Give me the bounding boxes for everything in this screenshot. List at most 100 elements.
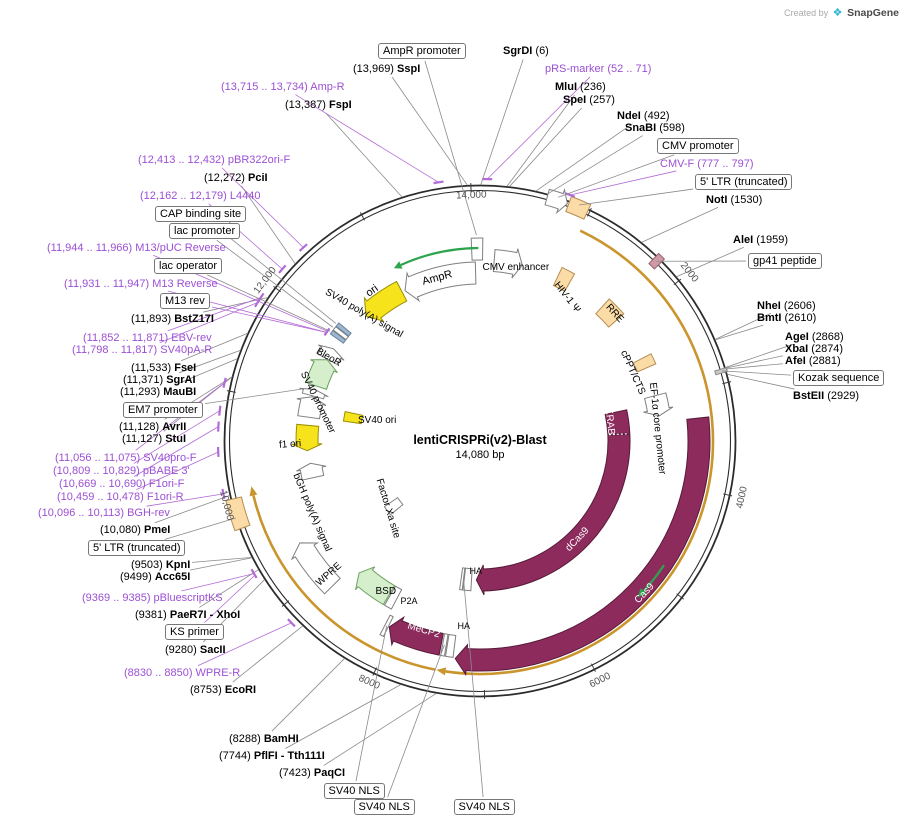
- primer-label-11-056-11-075-sv40pro-f[interactable]: (11,056 .. 11,075) SV40pro-F: [55, 451, 197, 464]
- primer-label-13-715-13-734-amp-r[interactable]: (13,715 .. 13,734) Amp-R: [221, 80, 345, 93]
- primer-annotation-11-931-11-947-m13-reverse[interactable]: [323, 328, 330, 336]
- feature-label-m13-rev[interactable]: M13 rev: [160, 293, 210, 309]
- primer-annotation-11-056-11-075-sv40pro-f[interactable]: [222, 377, 227, 388]
- primer-annotation-10-096-10-113-bgh-rev[interactable]: [221, 488, 226, 500]
- feature-label-lac-promoter[interactable]: lac promoter: [169, 223, 241, 239]
- primer-annotation-12-413-12-432-pbr322ori-f[interactable]: [298, 243, 308, 252]
- sv40-poly-a-signal[interactable]: [317, 344, 345, 366]
- site-label-spei[interactable]: SpeI (257): [563, 93, 615, 106]
- feature-label-sv40-nls[interactable]: SV40 NLS: [353, 799, 415, 815]
- site-label-nhei[interactable]: NheI (2606): [757, 299, 816, 312]
- lac-promoter[interactable]: [332, 326, 350, 341]
- sv40-nls-inner[interactable]: [459, 567, 466, 591]
- feature-name-f1-ori[interactable]: f1 ori: [278, 437, 302, 451]
- cppt-cts[interactable]: [632, 353, 657, 373]
- primer-label-8830-8850-wpre-r[interactable]: (8830 .. 8850) WPRE-R: [124, 666, 241, 679]
- site-label-noti[interactable]: NotI (1530): [706, 193, 763, 206]
- ha-tag-inner[interactable]: [462, 567, 473, 592]
- site-label-mlui[interactable]: MluI (236): [555, 80, 606, 93]
- site-label-pcii[interactable]: (12,272) PciI: [204, 171, 268, 184]
- feature-label-ampr-promoter[interactable]: AmpR promoter: [378, 43, 466, 59]
- primer-label-9369-9385-pbluescriptks[interactable]: (9369 .. 9385) pBluescriptKS: [82, 591, 223, 604]
- site-label-ndei[interactable]: NdeI (492): [617, 109, 670, 122]
- rre[interactable]: [595, 298, 625, 328]
- p2a[interactable]: [383, 585, 403, 610]
- primer-label-11-931-11-947-m13-reverse[interactable]: (11,931 .. 11,947) M13 Reverse: [64, 277, 218, 290]
- dcas9[interactable]: [475, 433, 631, 596]
- plasmid-backbone-outer[interactable]: [223, 184, 737, 698]
- site-label-sacii[interactable]: (9280) SacII: [165, 643, 226, 656]
- feature-label-cmv-promoter[interactable]: CMV promoter: [657, 138, 739, 154]
- krab[interactable]: [604, 409, 631, 435]
- ha-tag-outer[interactable]: [444, 633, 457, 658]
- bgh-poly-a-signal[interactable]: [296, 462, 327, 481]
- site-label-agei[interactable]: AgeI (2868): [785, 330, 844, 343]
- 5-ltr-truncated-left[interactable]: [225, 496, 251, 532]
- primer-annotation-11-798-11-817-sv40pa-r[interactable]: [254, 297, 262, 308]
- primer-label-10-809-10-829-pbabe-3[interactable]: (10,809 .. 10,829) pBABE 3': [53, 464, 190, 477]
- primer-annotation-9369-9385-pbluescriptks[interactable]: [250, 568, 258, 579]
- site-label-fspi[interactable]: (13,387) FspI: [285, 98, 352, 111]
- viral-transcript-arc-1[interactable]: [445, 229, 715, 676]
- primer-label-11-798-11-817-sv40pa-r[interactable]: (11,798 .. 11,817) SV40pA-R: [72, 343, 213, 356]
- feature-name-ha[interactable]: HA: [469, 566, 483, 576]
- feature-label-em7-promoter[interactable]: EM7 promoter: [123, 402, 203, 418]
- ampr[interactable]: [404, 261, 477, 303]
- site-label-bamhi[interactable]: (8288) BamHI: [229, 732, 299, 745]
- feature-name-cmv-enhancer[interactable]: CMV enhancer: [482, 261, 550, 273]
- feature-name-bsd[interactable]: BSD: [375, 585, 397, 597]
- mecp2[interactable]: [388, 615, 444, 656]
- bleor[interactable]: [304, 359, 338, 390]
- site-label-pflfi-tth111i[interactable]: (7744) PflFI - Tth111I: [219, 749, 325, 762]
- site-label-paer7i-xhoi[interactable]: (9381) PaeR7I - XhoI: [135, 608, 241, 621]
- feature-label-kozak-sequence[interactable]: Kozak sequence: [793, 370, 885, 386]
- site-label-paqci[interactable]: (7423) PaqCI: [279, 766, 346, 779]
- hiv-1-psi[interactable]: [552, 266, 576, 292]
- site-label-xbai[interactable]: XbaI (2874): [785, 342, 844, 355]
- primer-label-12-413-12-432-pbr322ori-f[interactable]: (12,413 .. 12,432) pBR322ori-F: [138, 153, 291, 166]
- site-label-acc65i[interactable]: (9499) Acc65I: [120, 570, 191, 583]
- site-label-afei[interactable]: AfeI (2881): [785, 354, 841, 367]
- lac-operator[interactable]: [329, 329, 347, 344]
- primer-label-10-669-10-690-f1ori-f[interactable]: (10,669 .. 10,690) F1ori-F: [59, 477, 185, 490]
- site-label-avrii[interactable]: (11,128) AvrII: [119, 420, 187, 433]
- feature-label-sv40-nls[interactable]: SV40 NLS: [453, 799, 515, 815]
- primer-annotation-13-715-13-734-amp-r[interactable]: [433, 180, 444, 185]
- cap-binding-site[interactable]: [335, 322, 352, 337]
- bsd[interactable]: [355, 566, 396, 606]
- site-label-kpni[interactable]: (9503) KpnI: [131, 558, 191, 571]
- ampr-orf-arrow[interactable]: [400, 246, 479, 266]
- site-label-bstz17i[interactable]: (11,893) BstZ17I: [131, 312, 214, 325]
- f1-ori[interactable]: [291, 423, 323, 452]
- sv40-promoter[interactable]: [296, 396, 327, 420]
- primer-label-11-944-11-966-m13-puc-reverse[interactable]: (11,944 .. 11,966) M13/pUC Reverse: [47, 241, 226, 254]
- feature-label-lac-operator[interactable]: lac operator: [154, 258, 223, 274]
- feature-label-5-ltr-truncated[interactable]: 5' LTR (truncated): [695, 174, 793, 190]
- viral-transcript-arc-2[interactable]: [252, 495, 436, 671]
- site-label-pmei[interactable]: (10,080) PmeI: [100, 523, 171, 536]
- site-label-stui[interactable]: (11,127) StuI: [122, 432, 186, 445]
- sv40-ori[interactable]: [342, 411, 364, 425]
- feature-name-ha[interactable]: HA: [457, 621, 471, 631]
- cmv-promoter[interactable]: [544, 187, 568, 215]
- feature-label-ks-primer[interactable]: KS primer: [165, 624, 224, 640]
- primer-label-10-459-10-478-f1ori-r[interactable]: (10,459 .. 10,478) F1ori-R: [57, 490, 184, 503]
- plasmid-backbone-inner[interactable]: [228, 189, 732, 693]
- 5-ltr-truncated-right[interactable]: [565, 195, 592, 220]
- primer-annotation-cmv-f-777-797[interactable]: [565, 192, 576, 198]
- primer-label-12-162-12-179-l4440[interactable]: (12,162 .. 12,179) L4440: [140, 189, 261, 202]
- ori[interactable]: [363, 280, 408, 323]
- primer-annotation-10-809-10-829-pbabe-3[interactable]: [218, 405, 222, 416]
- site-label-snabi[interactable]: SnaBI (598): [625, 121, 685, 134]
- wpre[interactable]: [290, 542, 341, 595]
- primer-label-10-096-10-113-bgh-rev[interactable]: (10,096 .. 10,113) BGH-rev: [38, 506, 170, 519]
- site-label-maubi[interactable]: (11,293) MauBI: [120, 385, 197, 398]
- site-label-fsei[interactable]: (11,533) FseI: [131, 361, 197, 374]
- site-label-ecori[interactable]: (8753) EcoRI: [190, 683, 257, 696]
- feature-label-gp41-peptide[interactable]: gp41 peptide: [748, 253, 822, 269]
- site-label-alei[interactable]: AleI (1959): [733, 233, 789, 246]
- site-label-sgrdi[interactable]: SgrDI (6): [503, 44, 549, 57]
- site-label-bsteii[interactable]: BstEII (2929): [793, 389, 860, 402]
- primer-label-11-852-11-871-ebv-rev[interactable]: (11,852 .. 11,871) EBV-rev: [83, 331, 212, 344]
- cas9[interactable]: [454, 416, 711, 677]
